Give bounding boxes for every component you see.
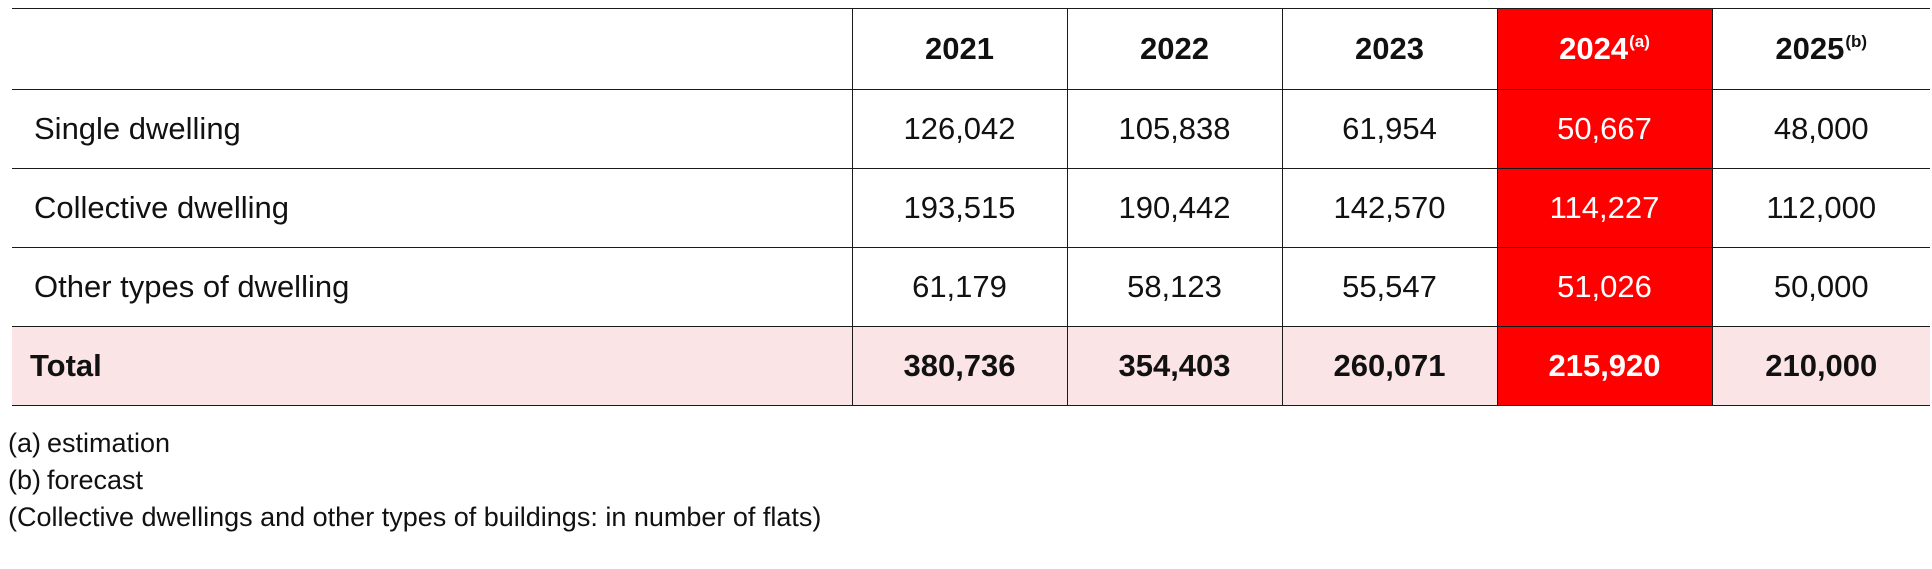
header-year-2022: 2022 <box>1067 8 1283 90</box>
table-row: Single dwelling 126,042 105,838 61,954 5… <box>12 89 1930 169</box>
header-year-text: 2023 <box>1355 31 1424 66</box>
footnote-text: (Collective dwellings and other types of… <box>8 502 822 532</box>
header-year-text: 2024 <box>1559 31 1629 66</box>
table-cell: 126,042 <box>852 89 1068 169</box>
table-cell: 61,954 <box>1282 89 1498 169</box>
row-label: Single dwelling <box>12 89 853 169</box>
table-cell-highlighted: 51,026 <box>1497 247 1713 327</box>
row-label: Collective dwelling <box>12 168 853 248</box>
footnote-b: (b) forecast <box>8 462 821 499</box>
table-cell-highlighted: 50,667 <box>1497 89 1713 169</box>
table-row: Collective dwelling 193,515 190,442 142,… <box>12 168 1930 248</box>
total-cell: 260,071 <box>1282 326 1498 406</box>
table-cell: 50,000 <box>1712 247 1930 327</box>
header-year-text: 2025 <box>1775 31 1845 66</box>
table-cell: 61,179 <box>852 247 1068 327</box>
table-row: Other types of dwelling 61,179 58,123 55… <box>12 247 1930 327</box>
header-year-2024: 2024(a) <box>1497 8 1713 90</box>
table-header-row: 2021 2022 2023 2024(a) 2025(b) <box>12 8 1930 90</box>
table-cell-highlighted: 114,227 <box>1497 168 1713 248</box>
table-cell: 193,515 <box>852 168 1068 248</box>
footnote-mark-b: (b) <box>1845 32 1868 51</box>
total-cell: 354,403 <box>1067 326 1283 406</box>
header-year-text: 2021 <box>925 31 994 66</box>
table-cell: 48,000 <box>1712 89 1930 169</box>
footnote-a: (a) estimation <box>8 425 821 462</box>
footnote-text: estimation <box>47 428 171 458</box>
row-label: Other types of dwelling <box>12 247 853 327</box>
table-cell: 190,442 <box>1067 168 1283 248</box>
total-cell: 380,736 <box>852 326 1068 406</box>
header-year-2023: 2023 <box>1282 8 1498 90</box>
table-cell: 142,570 <box>1282 168 1498 248</box>
table-cell: 112,000 <box>1712 168 1930 248</box>
header-year-2025: 2025(b) <box>1712 8 1930 90</box>
table-cell: 105,838 <box>1067 89 1283 169</box>
footnote-mark: (a) <box>8 428 41 458</box>
table-cell: 58,123 <box>1067 247 1283 327</box>
total-cell-highlighted: 215,920 <box>1497 326 1713 406</box>
header-year-text: 2022 <box>1140 31 1209 66</box>
footnote-mark-a: (a) <box>1629 32 1650 51</box>
header-label-cell <box>12 8 853 90</box>
footnote-text: forecast <box>47 465 144 495</box>
total-label: Total <box>12 326 853 406</box>
dwelling-starts-table: 2021 2022 2023 2024(a) 2025(b) Single dw… <box>12 8 1930 406</box>
total-cell: 210,000 <box>1712 326 1930 406</box>
footnote-mark: (b) <box>8 465 41 495</box>
footnote-units: (Collective dwellings and other types of… <box>8 499 821 536</box>
table-cell: 55,547 <box>1282 247 1498 327</box>
footnotes: (a) estimation (b) forecast (Collective dw… <box>8 425 821 536</box>
header-year-2021: 2021 <box>852 8 1068 90</box>
total-row: Total 380,736 354,403 260,071 215,920 21… <box>12 326 1930 406</box>
